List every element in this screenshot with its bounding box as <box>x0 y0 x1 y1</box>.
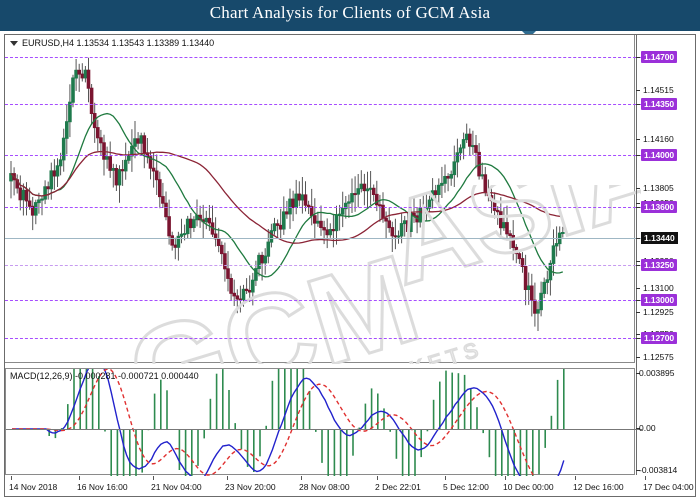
axis-price-label: 1.13805 <box>643 183 674 193</box>
price-axis[interactable]: 1.14700 1.14515 1.14350 1.14160 1.14000 1.138… <box>636 35 696 475</box>
axis-tick <box>636 261 640 262</box>
level-price-label[interactable]: 1.13000 <box>641 294 678 306</box>
level-price-label[interactable]: 1.12700 <box>641 332 678 344</box>
symbol-header: EURUSD,H4 1.13534 1.13543 1.13389 1.1344… <box>10 38 214 48</box>
level-line <box>5 155 641 156</box>
macd-axis-tick <box>636 428 640 429</box>
axis-price-label: 1.14160 <box>643 134 674 144</box>
time-tick <box>301 476 302 480</box>
axis-tick <box>636 300 640 301</box>
time-tick <box>377 476 378 480</box>
macd-axis-tick <box>636 373 640 374</box>
axis-tick <box>636 312 640 313</box>
time-tick <box>505 476 506 480</box>
macd-axis-label: 0.00 <box>639 423 656 433</box>
axis-price-label: 1.13100 <box>643 283 674 293</box>
time-axis-label: 16 Nov 16:00 <box>77 482 128 492</box>
time-tick <box>227 476 228 480</box>
macd-pane[interactable] <box>5 368 642 476</box>
axis-tick <box>636 104 640 105</box>
macd-zero-line <box>6 429 642 430</box>
time-axis-label: 12 Dec 16:00 <box>573 482 624 492</box>
axis-tick <box>636 155 640 156</box>
level-line <box>5 338 641 339</box>
axis-tick <box>636 265 640 266</box>
time-axis-label: 14 Nov 2018 <box>9 482 58 492</box>
axis-tick <box>636 338 640 339</box>
level-line <box>5 265 641 266</box>
price-pane[interactable]: GCM ASIA CAPITAL MARKETS <box>5 35 641 364</box>
price-plot-area[interactable]: GCM ASIA CAPITAL MARKETS <box>5 35 641 364</box>
time-axis-label: 5 Dec 12:00 <box>443 482 489 492</box>
window-title-bar: Chart Analysis for Clients of GCM Asia <box>0 0 700 31</box>
axis-tick <box>636 288 640 289</box>
axis-tick <box>636 57 640 58</box>
macd-axis-label: 0.003895 <box>639 368 675 378</box>
current-price-label[interactable]: 1.13440 <box>641 232 678 244</box>
level-line <box>5 207 641 208</box>
macd-header: MACD(12,26,9) -0.000281 -0.000721 0.0004… <box>10 371 199 381</box>
level-line <box>5 300 641 301</box>
time-axis-label: 28 Nov 08:00 <box>299 482 350 492</box>
axis-tick <box>636 203 640 204</box>
time-tick <box>79 476 80 480</box>
level-price-label[interactable]: 1.14700 <box>641 51 678 63</box>
macd-axis-line <box>636 368 637 475</box>
time-tick <box>445 476 446 480</box>
level-price-label[interactable]: 1.13600 <box>641 201 678 213</box>
time-tick <box>575 476 576 480</box>
axis-price-label: 1.12925 <box>643 307 674 317</box>
level-line <box>5 104 641 105</box>
time-tick <box>645 476 646 480</box>
time-tick <box>153 476 154 480</box>
macd-series <box>12 369 565 476</box>
page-title: Chart Analysis for Clients of GCM Asia <box>209 3 491 22</box>
time-axis-label: 2 Dec 22:01 <box>375 482 421 492</box>
macd-plot-area[interactable] <box>6 369 642 476</box>
axis-tick <box>636 139 640 140</box>
axis-tick <box>636 357 640 358</box>
time-tick <box>11 476 12 480</box>
time-axis-label: 23 Nov 20:00 <box>225 482 276 492</box>
axis-tick <box>636 90 640 91</box>
axis-tick <box>636 334 640 335</box>
macd-axis-label: -0.003814 <box>639 465 678 475</box>
symbol-header-text: EURUSD,H4 1.13534 1.13543 1.13389 1.1344… <box>22 38 215 48</box>
time-axis-label: 10 Dec 00:00 <box>503 482 554 492</box>
axis-tick <box>636 207 640 208</box>
level-price-label[interactable]: 1.14000 <box>641 149 678 161</box>
axis-tick <box>636 238 640 239</box>
axis-tick <box>636 188 640 189</box>
level-line <box>5 57 641 58</box>
time-axis-label: 17 Dec 04:00 <box>643 482 694 492</box>
axis-price-label: 1.14515 <box>643 85 674 95</box>
level-price-label[interactable]: 1.14350 <box>641 98 678 110</box>
level-price-label[interactable]: 1.13250 <box>641 259 678 271</box>
axis-price-label: 1.12575 <box>643 352 674 362</box>
time-axis-label: 21 Nov 04:00 <box>151 482 202 492</box>
candlestick-series <box>9 57 565 331</box>
current-price-line <box>5 238 641 239</box>
axis-line <box>636 35 637 368</box>
macd-axis-tick <box>636 470 640 471</box>
time-axis[interactable]: 14 Nov 2018 16 Nov 16:00 21 Nov 04:00 23 No… <box>5 476 697 498</box>
chevron-down-icon[interactable] <box>10 41 18 47</box>
